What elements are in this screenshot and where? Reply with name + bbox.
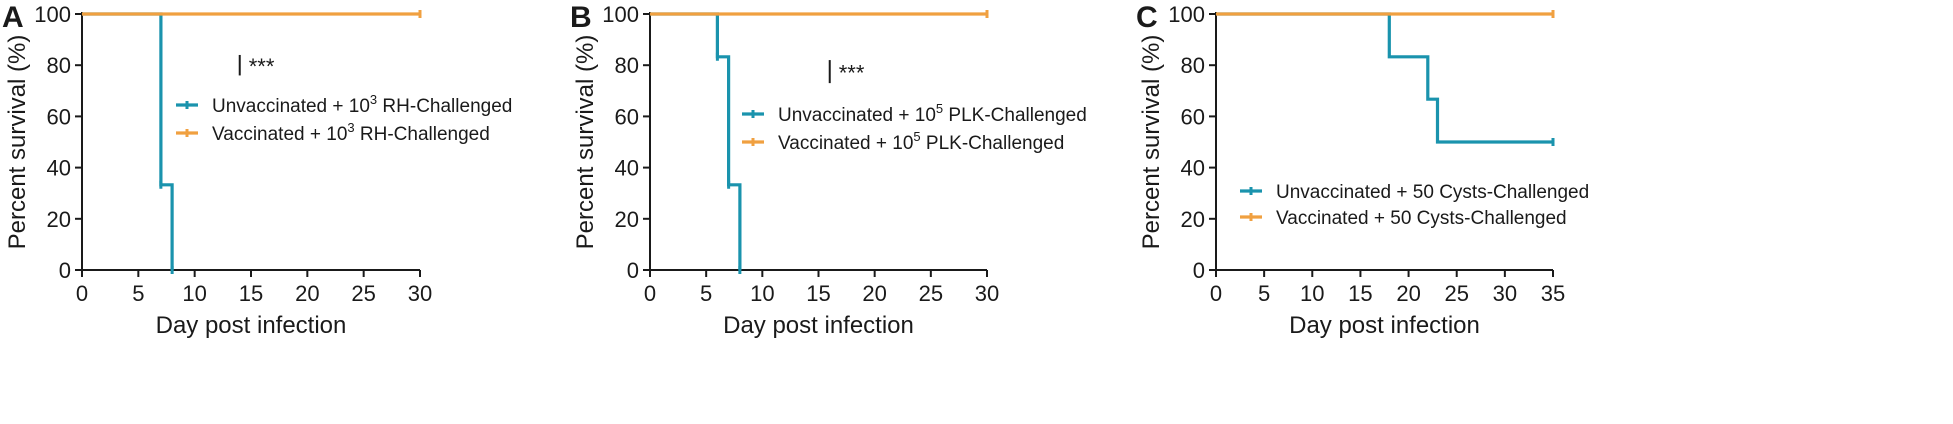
y-tick-label: 60	[1181, 104, 1205, 129]
x-tick-label: 0	[76, 281, 88, 306]
y-tick-label: 20	[1181, 207, 1205, 232]
y-axis-title: Percent survival (%)	[572, 35, 599, 250]
x-tick-label: 0	[644, 281, 656, 306]
y-tick-label: 80	[1181, 53, 1205, 78]
y-tick-label: 80	[615, 53, 639, 78]
x-axis-title: Day post infection	[1289, 312, 1480, 339]
y-tick-label: 80	[47, 53, 71, 78]
x-tick-label: 25	[919, 281, 943, 306]
y-tick-label: 40	[615, 156, 639, 181]
legend-label: Vaccinated + 50 Cysts-Challenged	[1276, 208, 1567, 229]
x-tick-label: 30	[975, 281, 999, 306]
legend-label: Unvaccinated + 105 PLK-Challenged	[778, 101, 1087, 126]
x-tick-label: 25	[1444, 281, 1468, 306]
significance-label: ***	[249, 54, 275, 79]
legend-label: Vaccinated + 103 RH-Challenged	[212, 120, 490, 145]
y-tick-label: 40	[1181, 156, 1205, 181]
x-tick-label: 20	[1396, 281, 1420, 306]
series-line-1	[82, 12, 174, 270]
panel-C: C 0 20 40 60 80 100 0 5 10 15 20 25 30 35 Day post infe…	[1136, 1, 1589, 339]
significance-label: ***	[839, 61, 865, 86]
y-tick-label: 0	[59, 258, 71, 283]
y-tick-label: 60	[47, 104, 71, 129]
x-tick-label: 15	[1348, 281, 1372, 306]
x-axis-title: Day post infection	[156, 312, 347, 339]
panel-letter: C	[1136, 1, 1158, 34]
y-tick-label: 40	[47, 156, 71, 181]
panel-A: A 0 20 40 60 80 100 0 5 10 15 20 25 30 Day post infect…	[2, 1, 512, 339]
x-tick-label: 10	[1300, 281, 1324, 306]
y-tick-label: 60	[615, 104, 639, 129]
legend-label: Unvaccinated + 103 RH-Challenged	[212, 92, 512, 117]
x-tick-label: 5	[132, 281, 144, 306]
x-tick-label: 5	[1258, 281, 1270, 306]
y-axis-title: Percent survival (%)	[4, 35, 31, 250]
x-tick-label: 20	[295, 281, 319, 306]
series-line-1	[650, 12, 742, 270]
panel-letter: B	[570, 1, 592, 34]
legend-label: Unvaccinated + 50 Cysts-Challenged	[1276, 182, 1589, 203]
x-tick-label: 30	[1493, 281, 1517, 306]
x-tick-label: 10	[750, 281, 774, 306]
x-tick-label: 35	[1541, 281, 1565, 306]
x-tick-label: 15	[806, 281, 830, 306]
x-tick-label: 0	[1210, 281, 1222, 306]
x-tick-label: 15	[239, 281, 263, 306]
y-tick-label: 100	[1168, 2, 1205, 27]
y-tick-label: 100	[34, 2, 71, 27]
series-line-1	[1216, 12, 1553, 144]
x-tick-label: 20	[862, 281, 886, 306]
legend-label: Vaccinated + 105 PLK-Challenged	[778, 129, 1064, 154]
panel-letter: A	[2, 1, 24, 34]
panel-B: B 0 20 40 60 80 100 0 5 10 15 20 25 30 Day post infect…	[570, 1, 1087, 339]
y-tick-label: 20	[615, 207, 639, 232]
y-axis-title: Percent survival (%)	[1138, 35, 1165, 250]
y-tick-label: 0	[627, 258, 639, 283]
x-tick-label: 10	[182, 281, 206, 306]
x-tick-label: 5	[700, 281, 712, 306]
x-tick-label: 25	[351, 281, 375, 306]
y-tick-label: 100	[602, 2, 639, 27]
y-tick-label: 0	[1193, 258, 1205, 283]
x-tick-label: 30	[408, 281, 432, 306]
y-tick-label: 20	[47, 207, 71, 232]
x-axis-title: Day post infection	[723, 312, 914, 339]
